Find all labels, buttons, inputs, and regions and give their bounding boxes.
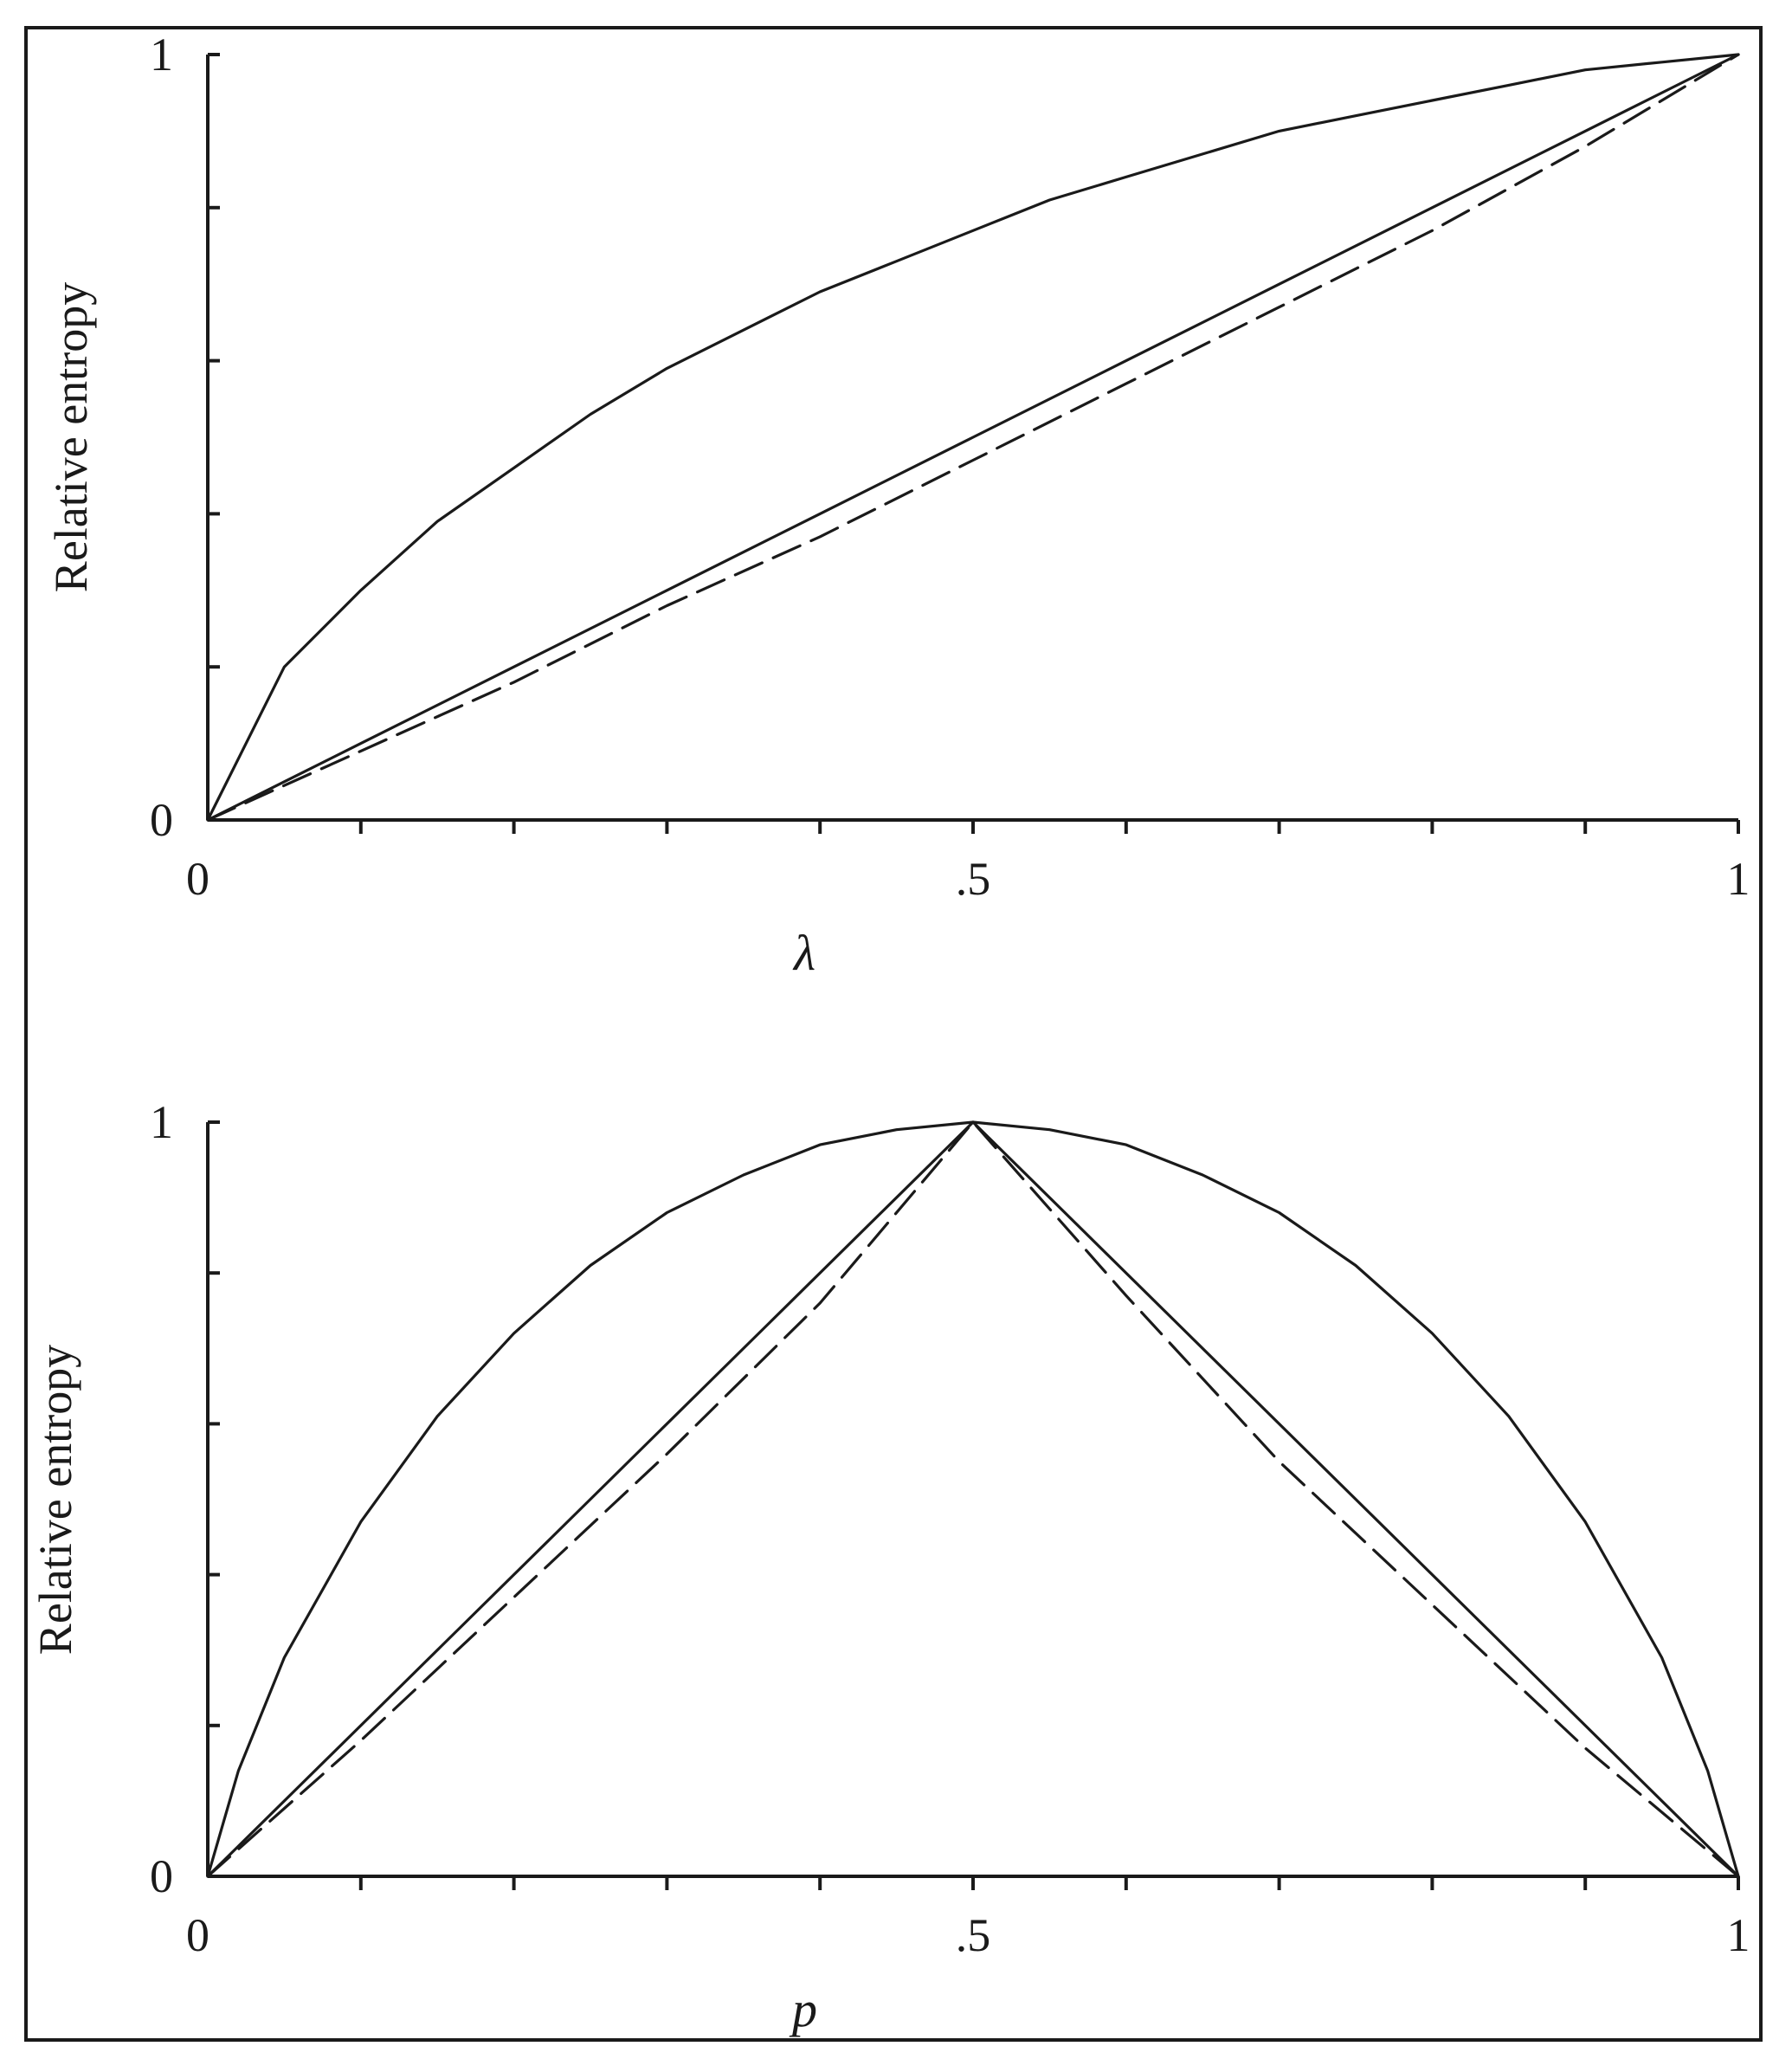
y-tick-label: 1 [150,29,173,81]
y-axis-title: Relative entropy [29,1345,81,1655]
y-tick-label: 1 [150,1096,173,1148]
figure-frame [24,26,1763,2042]
x-tick-label: 1 [1727,1909,1750,1961]
series-line-2 [206,53,1740,822]
chart-panel-2: 0 1 0 .5 1 Relative entropy p [29,1096,1750,2037]
y-tick-label: 0 [150,794,173,846]
y-tick-label: 0 [150,1850,173,1902]
series-line-1 [206,1120,1740,1878]
x-axis-title: p [789,1981,817,2037]
series-line-3 [206,53,1740,822]
chart-panel-1: 0 1 0 .5 1 Relative entropy λ [45,29,1750,981]
x-tick-label: .5 [956,853,991,905]
x-axis-title: λ [792,925,815,981]
x-tick-label: .5 [956,1909,991,1961]
x-tick-label: 0 [186,1909,209,1961]
series-line-1 [206,53,1740,822]
x-tick-label: 0 [186,853,209,905]
x-tick-label: 1 [1727,853,1750,905]
series-line-3 [206,1120,1740,1878]
y-axis-title: Relative entropy [45,282,97,592]
series-line-2 [206,1120,1740,1878]
